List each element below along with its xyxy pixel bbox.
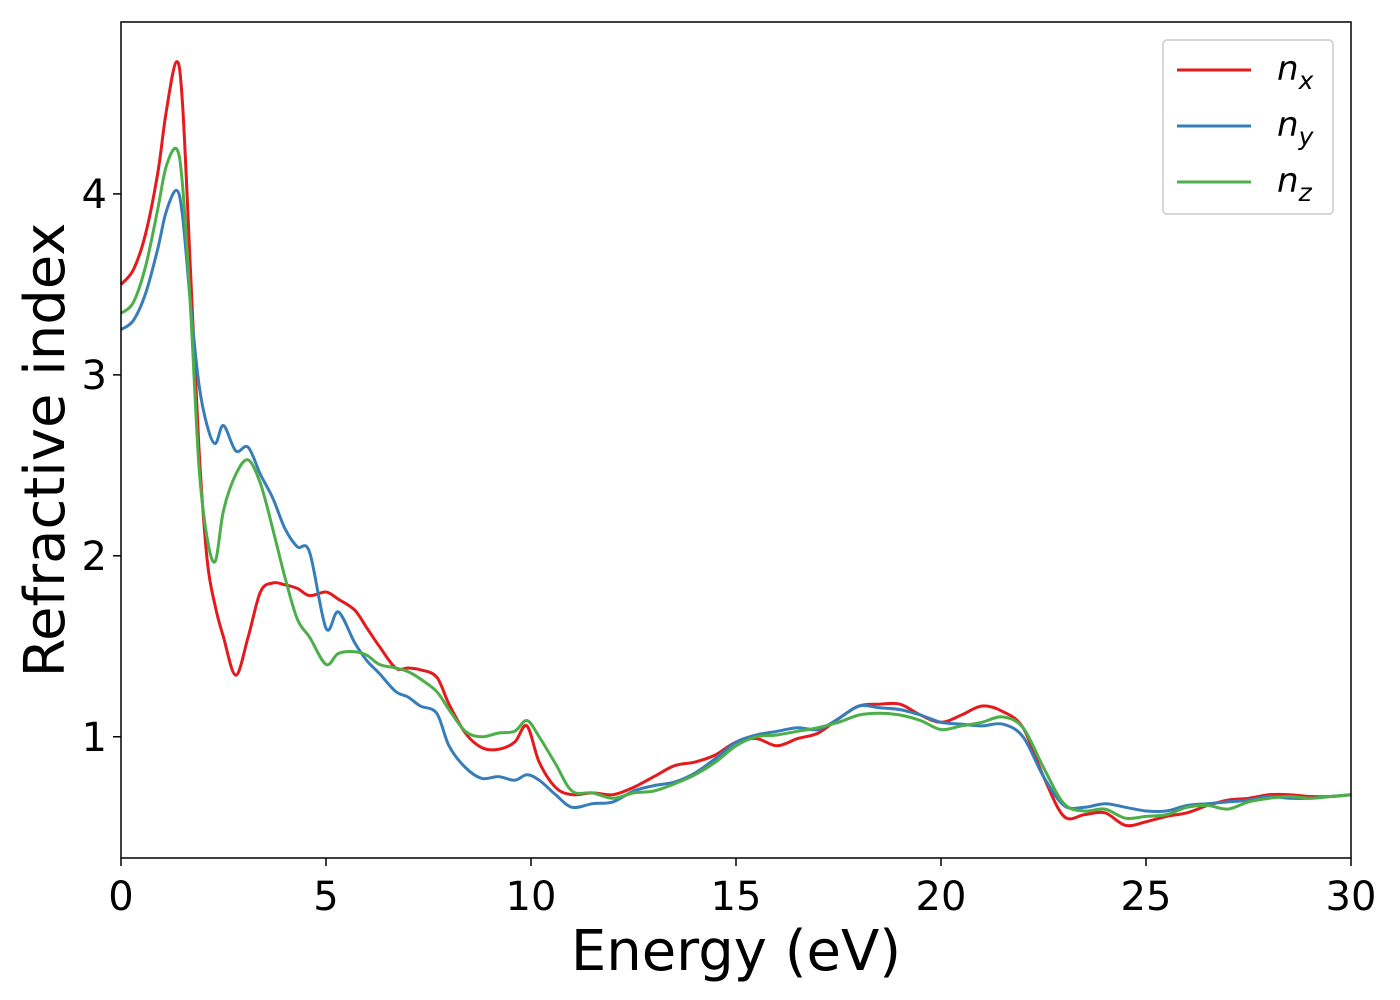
series-layer [119, 60, 1352, 828]
y-tick-label: 4 [82, 172, 107, 218]
y-axis-title: Refractive index [13, 223, 78, 678]
x-axis-ticks: 0 5 10 15 20 25 30 [108, 858, 1376, 920]
x-tick-label: 5 [313, 874, 338, 920]
y-tick-label: 1 [82, 715, 107, 761]
series-line-n-x [119, 60, 1352, 828]
x-tick-label: 30 [1326, 874, 1377, 920]
x-tick-label: 25 [1121, 874, 1172, 920]
x-tick-label: 0 [108, 874, 133, 920]
x-tick-label: 10 [506, 874, 557, 920]
y-tick-label: 2 [82, 534, 107, 580]
y-tick-label: 3 [82, 353, 107, 399]
x-tick-label: 15 [711, 874, 762, 920]
series-line-n-z [119, 146, 1352, 821]
series-line-n-y [120, 188, 1352, 814]
x-axis-title: Energy (eV) [571, 919, 901, 984]
x-tick-label: 20 [916, 874, 967, 920]
y-axis-ticks: 1 2 3 4 [82, 172, 121, 761]
